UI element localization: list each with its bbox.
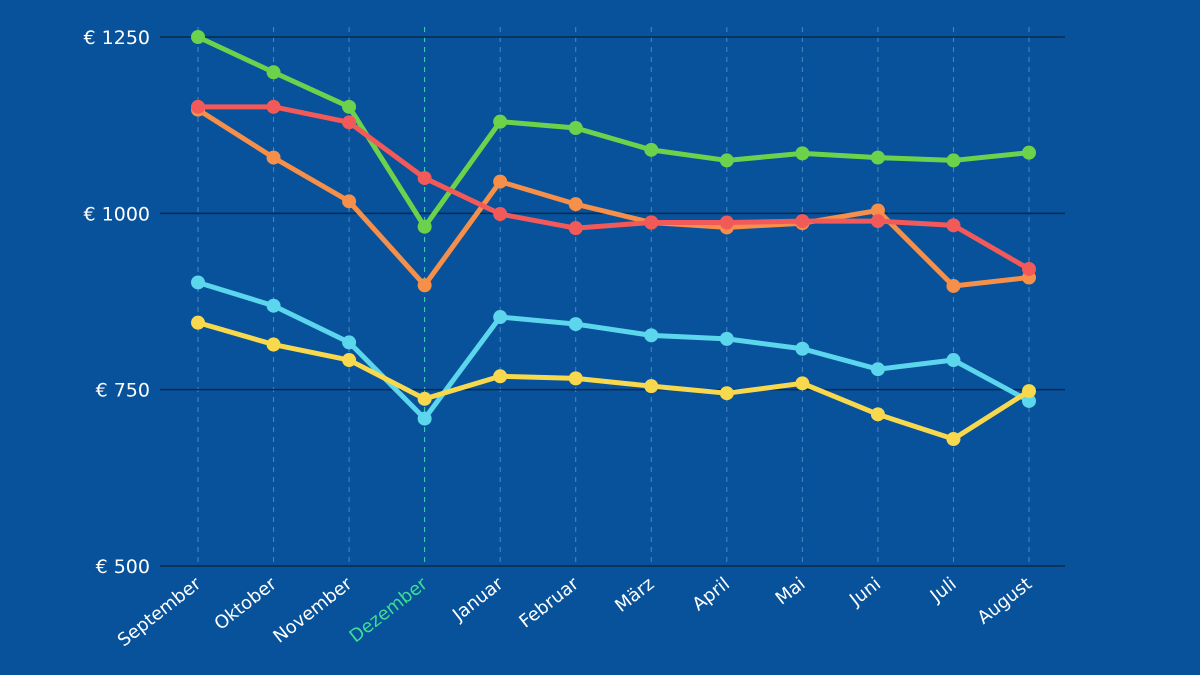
x-tick-label: Juli <box>926 573 961 607</box>
x-tick-label: November <box>269 573 356 648</box>
data-point-red <box>493 207 508 222</box>
data-point-green <box>191 30 205 44</box>
data-point-green <box>266 65 281 80</box>
series-cyan <box>191 275 1036 426</box>
data-point-orange <box>946 278 961 293</box>
y-tick-label: € 750 <box>96 380 150 402</box>
data-point-yellow <box>719 386 734 401</box>
data-point-red <box>191 99 205 114</box>
data-point-green <box>493 114 508 129</box>
series-yellow <box>191 315 1036 447</box>
data-point-green <box>870 150 885 165</box>
data-point-cyan <box>266 298 281 313</box>
data-point-orange <box>417 278 432 293</box>
x-tick-label: Juni <box>845 573 885 611</box>
x-tick-label: Januar <box>448 573 508 626</box>
data-point-green <box>644 142 659 157</box>
data-point-red <box>946 218 961 233</box>
data-point-cyan <box>417 411 432 426</box>
data-point-red <box>795 214 810 229</box>
series-red <box>191 99 1036 277</box>
x-tick-label: August <box>974 573 1037 628</box>
data-point-yellow <box>644 379 659 394</box>
series-line-red <box>198 104 1031 272</box>
data-point-cyan <box>568 317 583 332</box>
data-point-red <box>568 221 583 236</box>
data-point-green <box>342 99 357 114</box>
data-point-red <box>342 115 357 130</box>
x-tick-label: Februar <box>515 573 583 632</box>
data-point-green <box>417 219 432 234</box>
data-point-green <box>1022 145 1036 160</box>
data-point-cyan <box>493 310 508 325</box>
y-tick-label: € 1250 <box>84 27 150 49</box>
data-point-cyan <box>795 341 810 356</box>
data-point-yellow <box>946 432 961 447</box>
data-point-cyan <box>870 362 885 377</box>
data-point-yellow <box>266 337 281 352</box>
data-point-orange <box>870 203 885 218</box>
data-point-red <box>266 99 281 114</box>
series-line-green <box>196 34 1030 230</box>
data-point-yellow <box>795 376 810 391</box>
data-point-yellow <box>417 391 432 406</box>
data-point-cyan <box>719 331 734 346</box>
series-line-orange <box>196 107 1030 289</box>
data-point-red <box>1022 262 1036 277</box>
x-tick-label: September <box>114 573 206 651</box>
x-tick-label: April <box>689 573 734 615</box>
x-tick-label: März <box>611 573 658 616</box>
data-point-red <box>417 171 432 186</box>
data-point-yellow <box>568 371 583 386</box>
data-point-cyan <box>644 328 659 343</box>
data-point-yellow <box>870 407 885 422</box>
data-point-green <box>568 120 583 135</box>
y-tick-label: € 1000 <box>84 203 150 225</box>
series-green <box>191 30 1036 234</box>
data-point-green <box>795 146 810 161</box>
x-tick-label: Oktober <box>211 573 282 635</box>
series-line-yellow <box>197 320 1031 442</box>
data-point-yellow <box>191 315 205 330</box>
data-point-cyan <box>946 353 961 368</box>
series-orange <box>191 102 1036 293</box>
series-line-cyan <box>197 280 1031 422</box>
y-tick-label: € 500 <box>96 556 150 578</box>
data-point-yellow <box>1022 384 1036 399</box>
data-point-orange <box>568 197 583 212</box>
data-point-red <box>644 215 659 230</box>
data-point-cyan <box>1022 393 1036 408</box>
data-point-orange <box>266 150 281 165</box>
data-point-cyan <box>191 275 205 290</box>
data-point-green <box>946 153 961 168</box>
data-point-green <box>719 153 734 168</box>
x-tick-label: Mai <box>772 573 810 609</box>
data-point-red <box>870 214 885 229</box>
data-point-red <box>719 215 734 230</box>
data-point-orange <box>342 194 357 209</box>
x-tick-label: Dezember <box>346 573 433 647</box>
data-point-yellow <box>493 369 508 384</box>
data-point-orange <box>493 174 508 189</box>
data-point-cyan <box>342 335 357 350</box>
data-point-yellow <box>342 353 357 368</box>
